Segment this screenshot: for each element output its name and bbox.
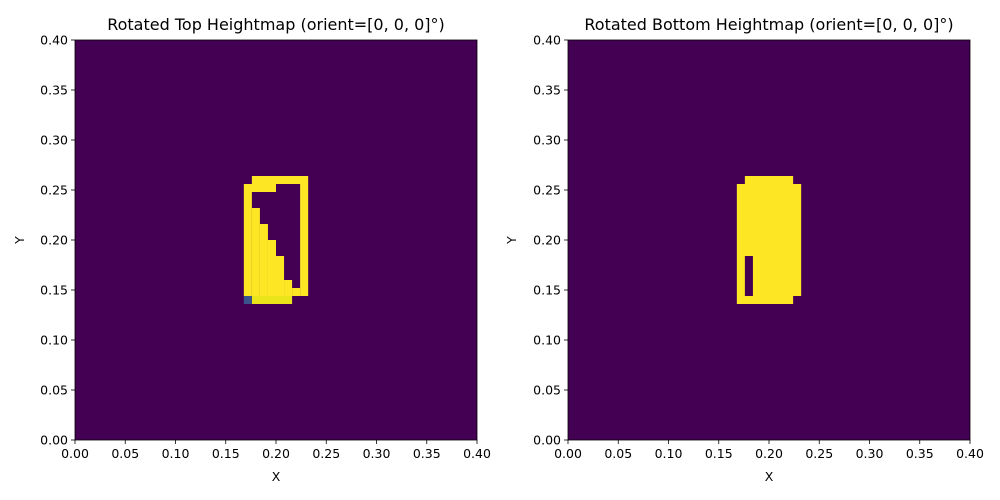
bottom-heightmap-panel: Rotated Bottom Heightmap (orient=[0, 0, … (504, 15, 984, 484)
heatmap-cell (300, 184, 309, 296)
heatmap-cell (243, 192, 252, 296)
y-axis-label: Y (504, 236, 519, 245)
y-axis-ticks: 0.00 0.05 0.10 0.15 0.20 0.25 0.30 0.35 0.40 (533, 33, 568, 448)
y-tick-label: 0.40 (40, 33, 68, 48)
x-axis-ticks: 0.00 0.05 0.10 0.15 0.20 0.25 0.30 0.35 0.40 (61, 440, 491, 461)
top-heightmap-panel: Rotated Top Heightmap (orient=[0, 0, 0]°… (12, 15, 491, 484)
x-tick-label: 0.10 (162, 446, 190, 461)
x-tick-label: 0.00 (61, 446, 89, 461)
y-axis-label: Y (12, 236, 27, 245)
heatmap-cell (243, 184, 276, 192)
x-axis-label: X (272, 469, 281, 484)
heatmap-cell (292, 288, 301, 296)
heatmap-cell (251, 208, 260, 296)
heatmap-cell (251, 176, 309, 184)
x-tick-label: 0.25 (312, 446, 340, 461)
y-tick-label: 0.20 (40, 233, 68, 248)
y-tick-label: 0.05 (533, 383, 561, 398)
heatmap-cell (736, 296, 794, 304)
x-tick-label: 0.35 (413, 446, 441, 461)
x-tick-label: 0.25 (805, 446, 833, 461)
y-tick-label: 0.35 (533, 83, 561, 98)
heatmap-cell (744, 256, 753, 296)
y-tick-label: 0.05 (40, 383, 68, 398)
y-tick-label: 0.10 (40, 333, 68, 348)
y-tick-label: 0.30 (533, 133, 561, 148)
x-tick-label: 0.30 (856, 446, 884, 461)
x-tick-label: 0.00 (554, 446, 582, 461)
y-tick-label: 0.20 (533, 233, 561, 248)
heatmap-cell (267, 240, 276, 296)
x-tick-label: 0.15 (705, 446, 733, 461)
y-tick-label: 0.35 (40, 83, 68, 98)
y-tick-label: 0.10 (533, 333, 561, 348)
y-tick-label: 0.15 (533, 283, 561, 298)
x-tick-label: 0.30 (363, 446, 391, 461)
heatmap-cells (736, 176, 802, 304)
x-tick-label: 0.20 (262, 446, 290, 461)
y-tick-label: 0.00 (533, 433, 561, 448)
x-tick-label: 0.40 (463, 446, 491, 461)
x-axis-ticks: 0.00 0.05 0.10 0.15 0.20 0.25 0.30 0.35 0.40 (554, 440, 984, 461)
x-tick-label: 0.20 (755, 446, 783, 461)
y-tick-label: 0.30 (40, 133, 68, 148)
y-tick-label: 0.25 (533, 183, 561, 198)
heatmap-cell (284, 280, 293, 296)
y-tick-label: 0.15 (40, 283, 68, 298)
x-tick-label: 0.10 (655, 446, 683, 461)
heatmap-cell (276, 256, 285, 296)
chart-title: Rotated Top Heightmap (orient=[0, 0, 0]°… (107, 15, 445, 34)
x-tick-label: 0.40 (956, 446, 984, 461)
x-tick-label: 0.05 (111, 446, 139, 461)
y-tick-label: 0.40 (533, 33, 561, 48)
heatmap-cell (251, 296, 293, 304)
chart-title: Rotated Bottom Heightmap (orient=[0, 0, … (584, 15, 953, 34)
y-tick-label: 0.00 (40, 433, 68, 448)
x-tick-label: 0.05 (604, 446, 632, 461)
x-tick-label: 0.35 (906, 446, 934, 461)
heatmap-cell (259, 224, 268, 296)
heatmap-cells (243, 176, 309, 304)
x-tick-label: 0.15 (212, 446, 240, 461)
heatmap-cell (744, 176, 794, 184)
x-axis-label: X (765, 469, 774, 484)
y-tick-label: 0.25 (40, 183, 68, 198)
heatmap-cell (243, 296, 252, 304)
y-axis-ticks: 0.00 0.05 0.10 0.15 0.20 0.25 0.30 0.35 0.40 (40, 33, 75, 448)
